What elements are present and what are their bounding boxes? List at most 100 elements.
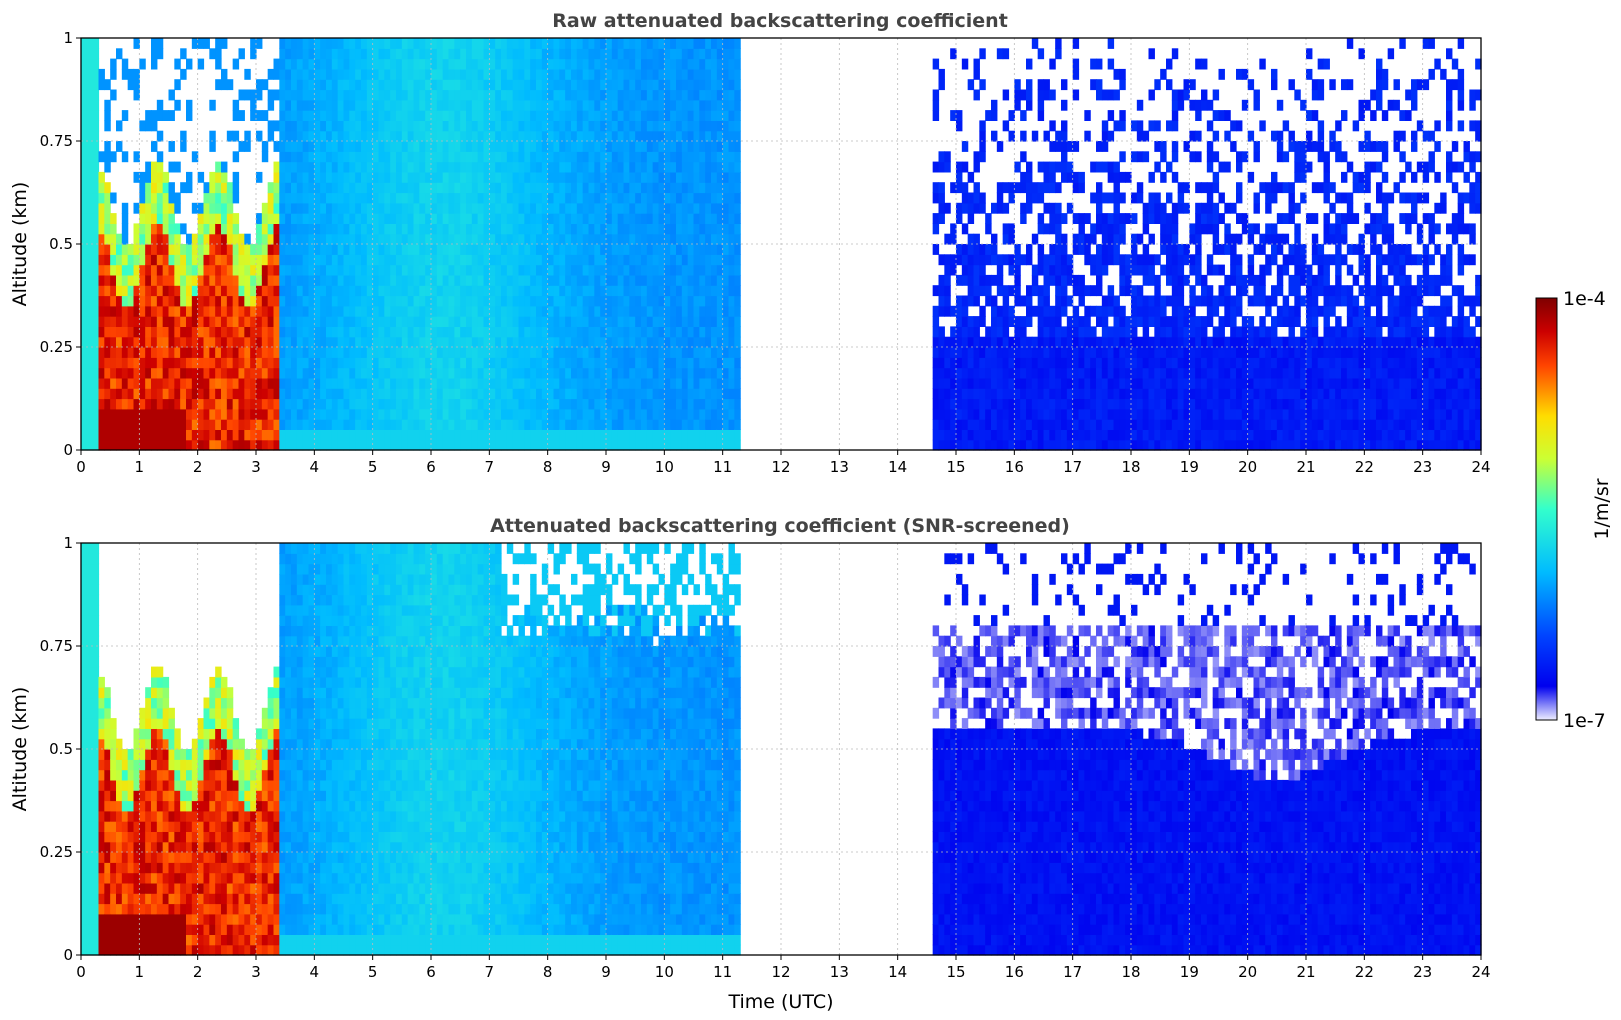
heatmap-cell bbox=[1008, 367, 1015, 379]
heatmap-cell bbox=[110, 398, 117, 410]
heatmap-cell bbox=[547, 202, 555, 214]
heatmap-cell bbox=[378, 429, 385, 441]
heatmap-cell bbox=[471, 202, 479, 214]
heatmap-cell bbox=[372, 213, 380, 224]
heatmap-cell bbox=[553, 419, 560, 430]
heatmap-cell bbox=[407, 264, 415, 276]
heatmap-cell bbox=[121, 408, 129, 420]
heatmap-cell bbox=[372, 141, 380, 152]
heatmap-cell bbox=[191, 367, 199, 379]
heatmap-cell bbox=[512, 285, 520, 297]
heatmap-cell bbox=[652, 347, 660, 358]
heatmap-cell bbox=[232, 388, 240, 400]
heatmap-cell bbox=[617, 388, 625, 400]
heatmap-cell bbox=[728, 151, 735, 163]
heatmap-cell bbox=[238, 316, 245, 327]
heatmap-cell bbox=[711, 99, 718, 111]
heatmap-cell bbox=[355, 192, 362, 204]
heatmap-cell bbox=[372, 68, 380, 80]
heatmap-cell bbox=[390, 130, 397, 142]
heatmap-cell bbox=[553, 161, 560, 173]
heatmap-cell bbox=[938, 274, 945, 286]
heatmap-cell bbox=[121, 388, 129, 400]
heatmap-cell bbox=[448, 347, 455, 358]
heatmap-cell bbox=[646, 38, 654, 49]
heatmap-cell bbox=[308, 233, 315, 245]
heatmap-cell bbox=[1037, 213, 1045, 224]
heatmap-cell bbox=[576, 305, 584, 317]
heatmap-cell bbox=[932, 347, 940, 358]
heatmap-cell bbox=[547, 223, 555, 235]
heatmap-cell bbox=[524, 336, 531, 348]
heatmap-cell bbox=[512, 151, 520, 163]
heatmap-cell bbox=[378, 347, 385, 358]
heatmap-cell bbox=[1037, 419, 1045, 430]
heatmap-cell bbox=[349, 171, 356, 183]
heatmap-cell bbox=[238, 388, 245, 400]
heatmap-cell bbox=[1101, 264, 1109, 276]
heatmap-cell bbox=[98, 171, 105, 183]
heatmap-cell bbox=[676, 326, 683, 338]
heatmap-cell bbox=[372, 274, 380, 286]
heatmap-cell bbox=[652, 79, 660, 91]
heatmap-cell bbox=[331, 141, 339, 152]
heatmap-cell bbox=[506, 48, 514, 60]
heatmap-cell bbox=[436, 223, 444, 235]
heatmap-cell bbox=[536, 274, 543, 286]
heatmap-cell bbox=[506, 264, 514, 276]
heatmap-cell bbox=[186, 171, 193, 183]
heatmap-cell bbox=[594, 254, 601, 266]
heatmap-cell bbox=[448, 295, 455, 307]
heatmap-cell bbox=[320, 254, 327, 266]
heatmap-cell bbox=[501, 202, 508, 214]
heatmap-cell bbox=[355, 264, 362, 276]
heatmap-cell bbox=[151, 161, 158, 173]
heatmap-cell bbox=[215, 429, 222, 441]
heatmap-cell bbox=[460, 285, 467, 297]
heatmap-cell bbox=[932, 182, 940, 194]
heatmap-cell bbox=[547, 233, 555, 245]
heatmap-cell bbox=[454, 295, 461, 307]
heatmap-cell bbox=[413, 326, 420, 338]
heatmap-cell bbox=[349, 192, 356, 204]
heatmap-cell bbox=[92, 254, 100, 266]
heatmap-cell bbox=[232, 398, 240, 410]
heatmap-cell bbox=[664, 295, 671, 307]
heatmap-cell bbox=[349, 274, 356, 286]
heatmap-cell bbox=[483, 285, 490, 297]
heatmap-cell bbox=[1002, 326, 1010, 338]
heatmap-cell bbox=[705, 326, 712, 338]
heatmap-cell bbox=[1072, 38, 1080, 49]
heatmap-cell bbox=[1020, 408, 1027, 420]
heatmap-cell bbox=[728, 192, 735, 204]
heatmap-cell bbox=[425, 120, 432, 132]
heatmap-cell bbox=[932, 161, 940, 173]
heatmap-cell bbox=[687, 264, 695, 276]
heatmap-cell bbox=[86, 408, 94, 420]
heatmap-cell bbox=[92, 336, 100, 348]
heatmap-cell bbox=[366, 89, 374, 101]
heatmap-cell bbox=[991, 130, 998, 142]
heatmap-cell bbox=[985, 295, 992, 307]
heatmap-cell bbox=[1031, 429, 1039, 441]
heatmap-cell bbox=[956, 213, 963, 224]
heatmap-cell bbox=[145, 285, 152, 297]
heatmap-cell bbox=[156, 48, 164, 60]
heatmap-cell bbox=[151, 244, 158, 255]
heatmap-cell bbox=[145, 408, 152, 420]
heatmap-cell bbox=[121, 316, 129, 327]
heatmap-cell bbox=[576, 388, 584, 400]
heatmap-cell bbox=[261, 285, 269, 297]
heatmap-cell bbox=[331, 202, 339, 214]
heatmap-cell bbox=[331, 316, 339, 327]
heatmap-cell bbox=[197, 336, 205, 348]
heatmap-cell bbox=[594, 439, 601, 451]
heatmap-cell bbox=[466, 316, 473, 327]
heatmap-cell bbox=[670, 388, 677, 400]
heatmap-cell bbox=[728, 388, 735, 400]
heatmap-cell bbox=[168, 408, 175, 420]
heatmap-cell bbox=[670, 38, 677, 49]
heatmap-cell bbox=[419, 141, 426, 152]
heatmap-cell bbox=[687, 58, 695, 70]
heatmap-cell bbox=[442, 130, 450, 142]
